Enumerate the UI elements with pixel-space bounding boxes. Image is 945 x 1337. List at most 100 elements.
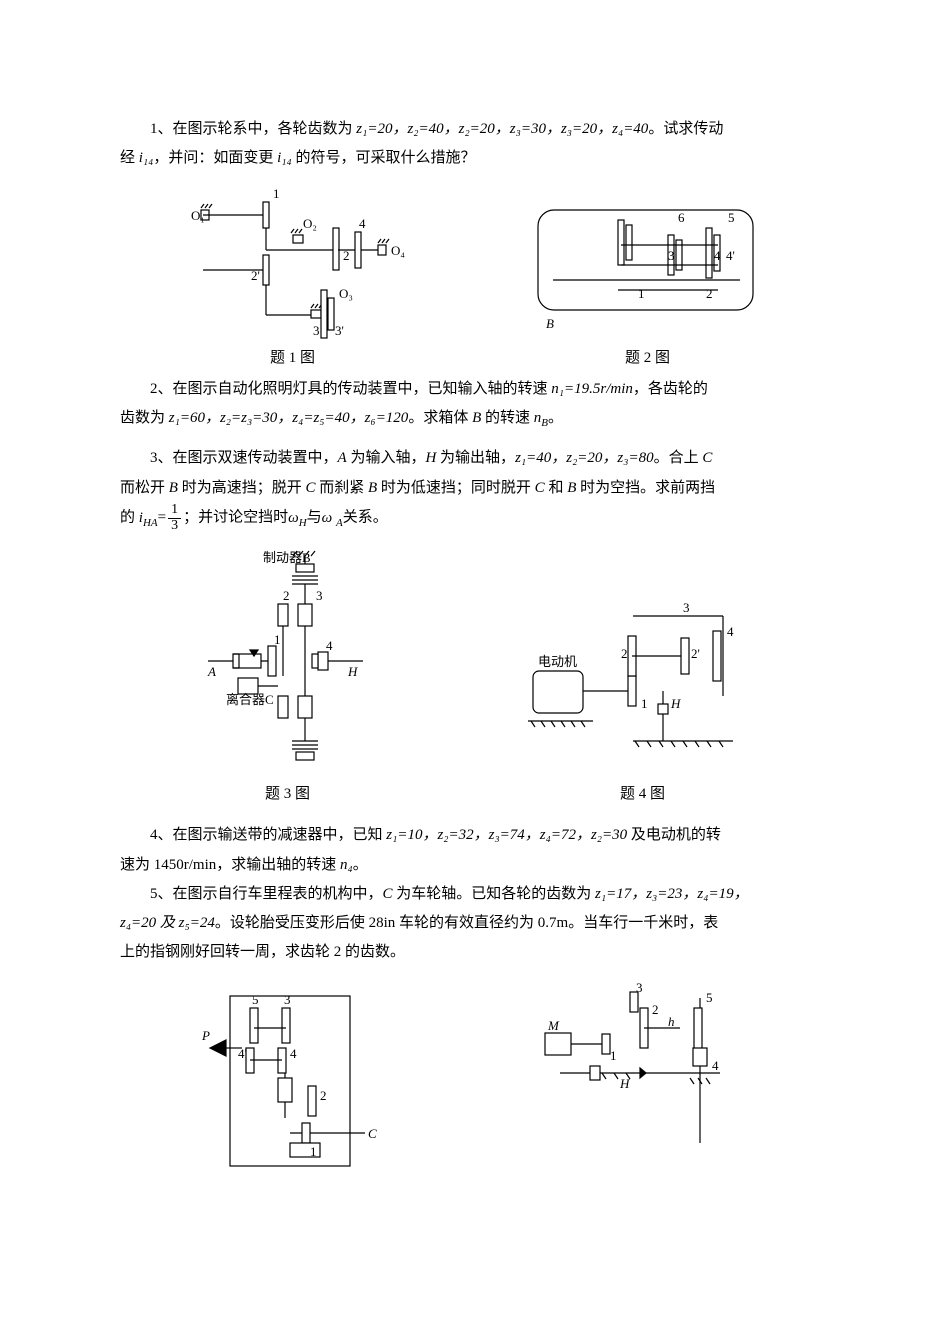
q1-vars: z₁=20，z₂=40，z₂=20，z₃=30，z₃=20，z₄=40: [356, 121, 648, 137]
fig3-H: H: [347, 664, 358, 679]
fig5-n1: 1: [310, 1144, 317, 1159]
fig4-svg: 电动机 3 4 2 2' 1 H: [513, 576, 773, 776]
fig5-C: C: [368, 1126, 377, 1141]
fig5-n4: 4: [290, 1046, 297, 1061]
q3-C2: C: [305, 480, 315, 496]
q3-tf: 时为高速挡；脱开: [178, 480, 306, 496]
fig5-n4p: 4': [238, 1046, 247, 1061]
fig5-n2: 2: [320, 1088, 327, 1103]
fig1-block: O₁ 1 O₂ 2 2' O₄ 4 O₃ 3 3' 题 1 图: [173, 180, 413, 375]
q3-tk: 的: [120, 510, 139, 526]
q2-tc: 齿数为: [120, 410, 169, 426]
spacer-2: [120, 811, 830, 821]
q2-tf: 。: [548, 410, 563, 426]
q5-tc: z₄=20 及 z₅=24: [120, 915, 215, 931]
fig3-caption: 题 3 图: [178, 780, 398, 809]
fig2-n1: 1: [638, 286, 645, 301]
q3-th: 时为低速挡；同时脱开: [377, 480, 535, 496]
q2-B: B: [472, 410, 481, 426]
q3-B3: B: [567, 480, 576, 496]
q2-tb: ，各齿轮的: [633, 381, 708, 397]
q3-H: H: [425, 450, 436, 466]
q3-line1: 3、在图示双速传动装置中，A 为输入轴，H 为输出轴，z₁=40，z₂=20，z…: [120, 444, 830, 473]
q5-tb: 为车轮轴。已知各轮的齿数为: [393, 886, 596, 902]
fig2-svg: 6 5 3 4 4' 1 2 B: [518, 190, 778, 340]
fig1-o1: O₁: [191, 208, 205, 223]
fig2-n5: 5: [728, 210, 735, 225]
fig3-n1: 1: [274, 632, 281, 647]
fig4-n4: 4: [727, 624, 734, 639]
fig3-n4: 4: [326, 638, 333, 653]
fig1-n4: 4: [359, 216, 366, 231]
q3-tj: 时为空挡。求前两挡: [576, 480, 715, 496]
q5-vars: z₁=17，z₃=23，z₄=19，: [595, 886, 749, 902]
q3-tl: ；并讨论空挡时: [183, 510, 288, 526]
fig1-n3: 3: [313, 323, 320, 338]
q3-frac-d: 3: [168, 519, 181, 534]
spacer-1: [120, 434, 830, 444]
figrow-5-6: P 5 3 4' 4 2 1 C: [120, 978, 830, 1178]
q2-td: 。求箱体: [408, 410, 472, 426]
fig4-H: H: [670, 696, 681, 711]
fig4-block: 电动机 3 4 2 2' 1 H 题 4 图: [513, 576, 773, 811]
q3-wH: ωH: [288, 510, 307, 526]
fig1-o4: O₄: [391, 243, 405, 258]
fig2-n4p: 4': [726, 248, 735, 263]
fig3-svg: 制动器B 2 3 1 4 A H 离合器C: [178, 546, 398, 776]
fig5-block: P 5 3 4' 4 2 1 C: [190, 978, 390, 1178]
page: 1、在图示轮系中，各轮齿数为 z₁=20，z₂=40，z₂=20，z₃=30，z…: [0, 0, 945, 1218]
fig4-caption: 题 4 图: [513, 780, 773, 809]
q4-td: 。: [353, 857, 368, 873]
fig5-n5: 5: [252, 992, 259, 1007]
q2-vars: z₁=60，z₂=z₃=30，z₄=z₅=40，z₆=120: [169, 410, 409, 426]
q5-C: C: [383, 886, 393, 902]
q3-tb: 为输入轴，: [347, 450, 426, 466]
q3-tn: 关系。: [343, 510, 388, 526]
q3-B2: B: [368, 480, 377, 496]
q4-line2: 速为 1450r/min，求输出轴的转速 n₄。: [120, 851, 830, 880]
q1-line1: 1、在图示轮系中，各轮齿数为 z₁=20，z₂=40，z₂=20，z₃=30，z…: [120, 115, 830, 144]
fig6-n2: 2: [652, 1002, 659, 1017]
fig3-clutch: 离合器C: [226, 692, 274, 707]
fig3-n3: 3: [316, 588, 323, 603]
fig2-n6: 6: [678, 210, 685, 225]
q1-var2: i₁₄: [139, 150, 154, 166]
fig6-h: h: [668, 1014, 675, 1029]
q4-line1: 4、在图示输送带的减速器中，已知 z₁=10，z₂=32，z₃=74，z₄=72…: [120, 821, 830, 850]
fig6-block: M 3 2 h 5 1 H 4: [530, 978, 760, 1178]
q3-tg: 而刹紧: [315, 480, 368, 496]
fig1-caption: 题 1 图: [173, 344, 413, 373]
q5-line1: 5、在图示自行车里程表的机构中，C 为车轮轴。已知各轮的齿数为 z₁=17，z₃…: [120, 880, 830, 909]
q3-B1: B: [169, 480, 178, 496]
q3-td: 。合上: [654, 450, 703, 466]
q4-tc: 速为 1450r/min，求输出轴的转速: [120, 857, 340, 873]
fig1-svg: O₁ 1 O₂ 2 2' O₄ 4 O₃ 3 3': [173, 180, 413, 340]
q3-frac-n: 1: [168, 503, 181, 519]
q5-ta: 5、在图示自行车里程表的机构中，: [150, 886, 383, 902]
q5-line3: 上的指钢刚好回转一周，求齿轮 2 的齿数。: [120, 938, 830, 967]
q3-line2: 而松开 B 时为高速挡；脱开 C 而刹紧 B 时为低速挡；同时脱开 C 和 B …: [120, 474, 830, 503]
q3-A: A: [338, 450, 347, 466]
fig4-n2p: 2': [691, 646, 700, 661]
q3-C1: C: [702, 450, 712, 466]
fig2-caption: 题 2 图: [518, 344, 778, 373]
fig1-o2: O₂: [303, 216, 317, 231]
q3-vars: z₁=40，z₂=20，z₃=80: [515, 450, 654, 466]
q2-line1: 2、在图示自动化照明灯具的传动装置中，已知输入轴的转速 n₁=19.5r/min…: [120, 375, 830, 404]
fig3-n2: 2: [283, 588, 290, 603]
q3-wA: ω A: [322, 510, 343, 526]
q3-eq: =: [158, 510, 166, 526]
q1-text-a: 1、在图示轮系中，各轮齿数为: [150, 121, 356, 137]
q2-nB: nB: [534, 410, 548, 426]
q1-line2: 经 i₁₄，并问：如面变更 i₁₄ 的符号，可采取什么措施？: [120, 144, 830, 173]
fig1-o3: O₃: [339, 286, 353, 301]
fig2-n3: 3: [668, 248, 675, 263]
fig6-H: H: [619, 1076, 630, 1091]
fig1-n3p: 3': [335, 323, 344, 338]
figrow-1-2: O₁ 1 O₂ 2 2' O₄ 4 O₃ 3 3' 题 1 图: [120, 180, 830, 375]
fig6-svg: M 3 2 h 5 1 H 4: [530, 978, 760, 1178]
q3-iHA: iHA: [139, 510, 158, 526]
q3-te: 而松开: [120, 480, 169, 496]
fig6-n3: 3: [636, 980, 643, 995]
q4-ta: 4、在图示输送带的减速器中，已知: [150, 827, 386, 843]
